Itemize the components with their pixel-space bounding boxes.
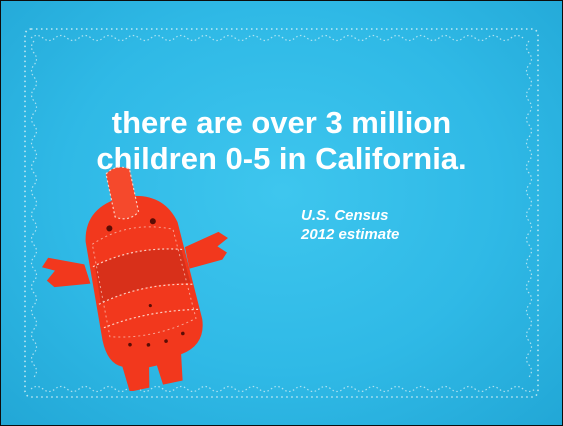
red-felt-figure-illustration	[41, 166, 228, 391]
stitched-border	[24, 28, 539, 398]
headline: there are over 3 million children 0-5 in…	[21, 105, 542, 177]
source-line-1: U.S. Census	[301, 207, 389, 224]
source-line-2: 2012 estimate	[301, 226, 400, 243]
headline-line-2: children 0-5 in California.	[96, 141, 467, 176]
headline-line-1: there are over 3 million	[111, 105, 452, 140]
source-citation: U.S. Census 2012 estimate	[301, 206, 461, 244]
